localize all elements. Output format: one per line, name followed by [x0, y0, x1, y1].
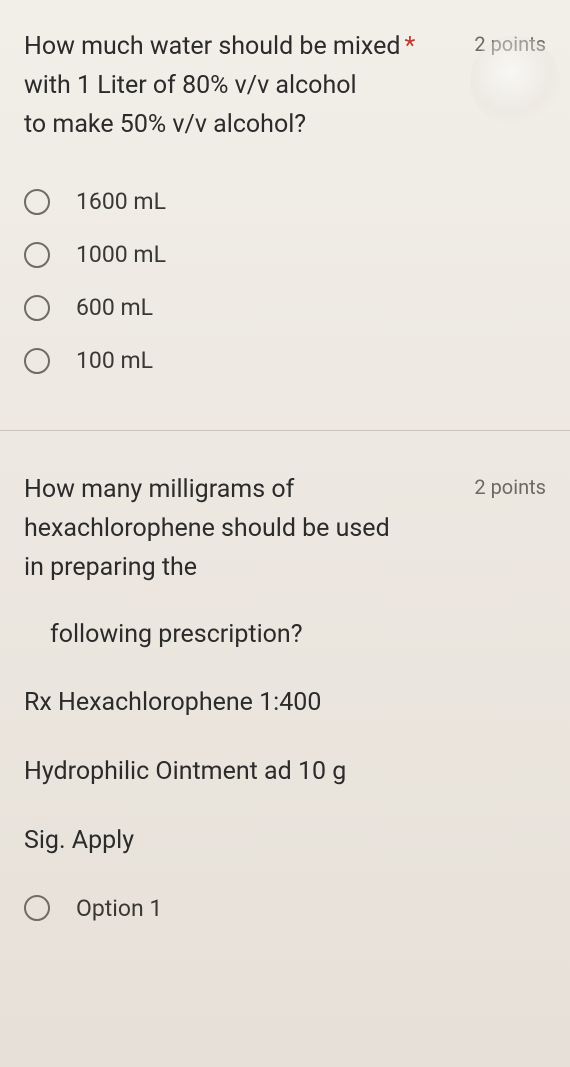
question-card-1: How much water should be mixed* with 1 L…: [0, 0, 570, 430]
option-label: Option 1: [76, 895, 162, 922]
question-points: 2 points: [464, 28, 546, 56]
option-label: 1000 mL: [76, 241, 166, 268]
option-row[interactable]: 1000 mL: [24, 241, 546, 268]
option-row[interactable]: Option 1: [24, 895, 546, 922]
question-title-line3: in preparing the: [24, 553, 197, 582]
question-body-line: Hydrophilic Ointment ad 10 g: [24, 753, 546, 792]
question-header: How much water should be mixed* with 1 L…: [24, 28, 546, 144]
question-title: How much water should be mixed* with 1 L…: [24, 28, 464, 144]
radio-icon: [24, 242, 50, 268]
options-group: 1600 mL 1000 mL 600 mL 100 mL: [24, 188, 546, 374]
question-title-line3: to make 50% v/v alcohol?: [24, 110, 306, 139]
question-points: 2 points: [464, 471, 546, 499]
question-body-line: Rx Hexachlorophene 1:400: [24, 684, 546, 723]
options-group: Option 1: [24, 895, 546, 922]
radio-icon: [24, 895, 50, 921]
option-label: 100 mL: [76, 347, 153, 374]
question-header: How many milligrams of hexachlorophene s…: [24, 471, 546, 587]
question-body-line: Sig. Apply: [24, 822, 546, 861]
radio-icon: [24, 295, 50, 321]
question-body-line: following prescription?: [24, 616, 546, 655]
question-title: How many milligrams of hexachlorophene s…: [24, 471, 464, 587]
required-asterisk: *: [404, 32, 415, 61]
radio-icon: [24, 189, 50, 215]
question-title-line1: How much water should be mixed: [24, 32, 400, 61]
radio-icon: [24, 348, 50, 374]
option-label: 1600 mL: [76, 188, 166, 215]
question-title-line2: with 1 Liter of 80% v/v alcohol: [24, 71, 357, 100]
option-label: 600 mL: [76, 294, 153, 321]
option-row[interactable]: 600 mL: [24, 294, 546, 321]
question-title-line1: How many milligrams of: [24, 475, 294, 504]
question-card-2: How many milligrams of hexachlorophene s…: [0, 431, 570, 951]
question-title-line2: hexachlorophene should be used: [24, 514, 390, 543]
form-container: How much water should be mixed* with 1 L…: [0, 0, 570, 1067]
option-row[interactable]: 1600 mL: [24, 188, 546, 215]
option-row[interactable]: 100 mL: [24, 347, 546, 374]
